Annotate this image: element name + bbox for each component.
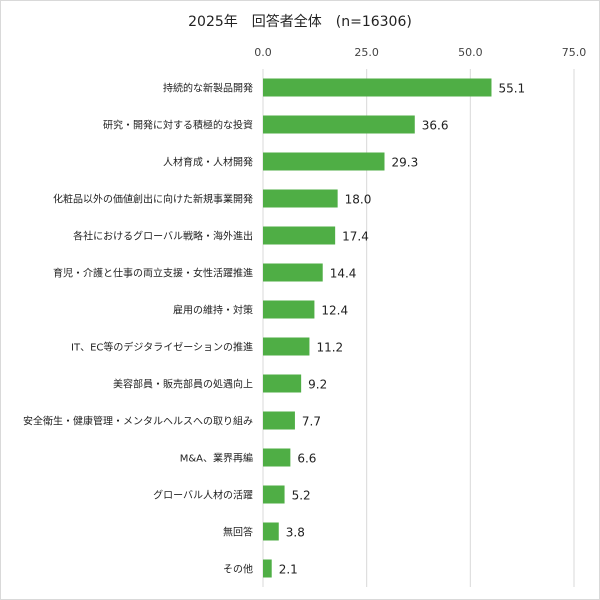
- bar: [263, 374, 302, 393]
- value-label: 11.2: [316, 341, 343, 355]
- value-label: 12.4: [321, 304, 348, 318]
- category-label: グローバル人材の活躍: [153, 489, 253, 502]
- category-label: 無回答: [223, 526, 253, 539]
- bar: [263, 152, 385, 171]
- category-label: 研究・開発に対する積極的な投資: [103, 119, 253, 132]
- bar: [263, 263, 323, 282]
- bar: [263, 485, 285, 504]
- value-label: 36.6: [422, 119, 449, 133]
- category-label: IT、EC等のデジタライゼーションの推進: [71, 341, 253, 354]
- category-label: 持続的な新製品開発: [163, 82, 253, 95]
- bar: [263, 300, 315, 319]
- bar: [263, 226, 336, 245]
- value-label: 55.1: [498, 82, 525, 96]
- category-label: その他: [223, 563, 253, 576]
- x-tick-label: 75.0: [562, 46, 587, 59]
- x-tick-label: 0.0: [254, 46, 272, 59]
- value-label: 7.7: [302, 415, 321, 429]
- category-label: 育児・介護と仕事の両立支援・女性活躍推進: [53, 267, 253, 280]
- category-label: 人材育成・人材開発: [163, 156, 253, 169]
- bar: [263, 559, 272, 578]
- bar: [263, 115, 415, 134]
- bar: [263, 337, 310, 356]
- bar: [263, 448, 291, 467]
- category-label: 化粧品以外の価値創出に向けた新規事業開発: [53, 193, 253, 206]
- value-label: 29.3: [391, 156, 418, 170]
- category-label: M&A、業界再編: [180, 452, 253, 465]
- value-label: 3.8: [286, 526, 305, 540]
- bar: [263, 411, 295, 430]
- category-label: 各社におけるグローバル戦略・海外進出: [73, 230, 253, 243]
- value-label: 2.1: [279, 563, 298, 577]
- x-tick-label: 25.0: [354, 46, 379, 59]
- category-label: 雇用の維持・対策: [173, 304, 253, 317]
- value-label: 18.0: [345, 193, 372, 207]
- x-tick-label: 50.0: [458, 46, 483, 59]
- bar: [263, 522, 279, 541]
- value-label: 14.4: [330, 267, 357, 281]
- category-label: 美容部員・販売部員の処遇向上: [113, 378, 253, 391]
- category-label: 安全衛生・健康管理・メンタルヘルスへの取り組み: [23, 415, 253, 428]
- bar: [263, 189, 338, 208]
- chart-title: 2025年 回答者全体 (n=16306): [188, 14, 412, 30]
- bar: [263, 78, 492, 97]
- value-label: 6.6: [297, 452, 316, 466]
- value-label: 17.4: [342, 230, 369, 244]
- value-label: 5.2: [292, 489, 311, 503]
- value-label: 9.2: [308, 378, 327, 392]
